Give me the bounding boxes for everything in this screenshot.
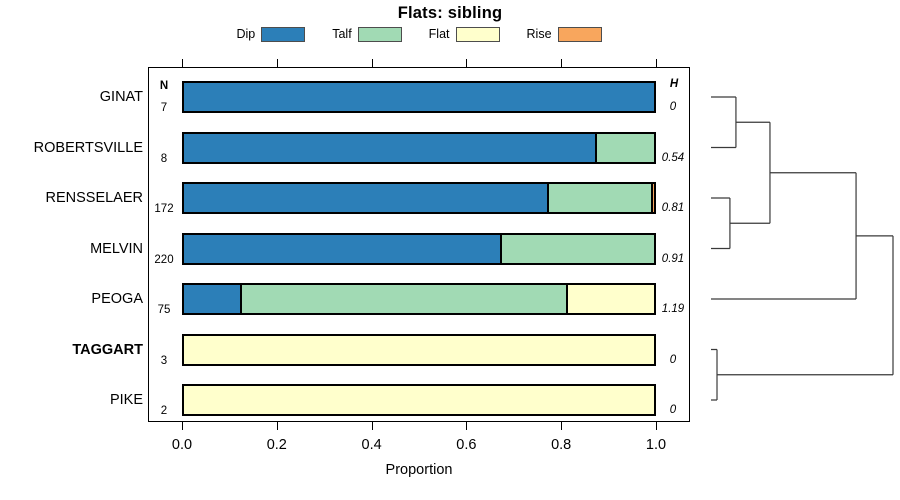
bar-segment-rise: [651, 184, 654, 212]
h-column-header: H: [669, 78, 679, 90]
row-label-peoga: PEOGA: [91, 291, 143, 307]
h-value: 0.54: [661, 151, 685, 164]
bar-segment-flat: [184, 386, 654, 414]
x-tick: [371, 422, 373, 430]
bar-peoga: [182, 283, 656, 315]
legend-item-rise: Rise: [526, 26, 602, 42]
legend-item-flat: Flat: [428, 26, 500, 42]
legend-swatch-rise: [557, 26, 602, 42]
bar-segment-dip: [184, 83, 654, 111]
bar-segment-dip: [184, 285, 241, 313]
legend-item-talf: Talf: [332, 26, 402, 42]
legend: Dip Talf Flat Rise: [148, 26, 690, 42]
x-tick: [561, 422, 563, 430]
bar-rensselaer: [182, 182, 656, 214]
n-value: 8: [160, 152, 168, 165]
bar-ginat: [182, 81, 656, 113]
h-value: 0: [669, 101, 677, 113]
n-value: 220: [154, 253, 174, 266]
legend-label: Talf: [332, 27, 352, 41]
h-value: 1.19: [661, 303, 685, 315]
chart-title: Flats: sibling: [397, 4, 503, 22]
x-axis-label: Proportion: [385, 462, 453, 478]
bar-segment-flat: [566, 285, 654, 313]
n-value: 172: [154, 203, 174, 215]
n-value: 3: [160, 354, 168, 367]
bar-segment-talf: [595, 133, 654, 162]
x-tick: [371, 59, 373, 67]
bar-pike: [182, 384, 656, 416]
legend-swatch-talf: [357, 26, 402, 42]
x-tick: [656, 422, 657, 430]
bar-segment-talf: [547, 184, 652, 212]
x-tick: [561, 59, 563, 67]
bar-segment-dip: [184, 184, 548, 212]
legend-swatch-dip: [261, 26, 306, 42]
row-label-robertsville: ROBERTSVILLE: [33, 139, 143, 156]
x-tick: [466, 59, 468, 67]
n-value: 75: [157, 304, 171, 316]
bar-melvin: [182, 232, 656, 265]
x-tick: [182, 422, 183, 430]
n-column-header: N: [159, 80, 169, 92]
bar-taggart: [182, 333, 656, 366]
x-tick: [466, 422, 468, 430]
h-value: 0: [669, 404, 677, 416]
bar-segment-flat: [184, 335, 654, 364]
h-value: 0: [669, 353, 677, 366]
x-tick-label: 0.6: [456, 437, 477, 453]
plot-frame: [148, 67, 690, 422]
legend-label: Flat: [428, 27, 450, 41]
row-label-ginat: GINAT: [99, 89, 143, 105]
row-label-pike: PIKE: [109, 392, 143, 408]
x-tick-label: 0.2: [266, 437, 287, 453]
row-label-melvin: MELVIN: [90, 240, 143, 257]
legend-item-dip: Dip: [236, 26, 306, 42]
n-value: 2: [160, 405, 168, 417]
legend-label: Dip: [236, 27, 256, 41]
row-label-taggart: TAGGART: [72, 341, 143, 358]
row-label-rensselaer: RENSSELAER: [45, 190, 143, 206]
bar-segment-talf: [500, 234, 654, 263]
dendrogram: [711, 96, 894, 401]
bar-segment-dip: [184, 234, 501, 263]
dendrogram-lines: [711, 96, 894, 401]
x-tick: [656, 59, 657, 67]
x-tick-label: 1.0: [645, 437, 667, 453]
x-tick: [182, 59, 183, 67]
x-tick-label: 0.4: [361, 437, 382, 453]
legend-label: Rise: [526, 27, 552, 41]
h-value: 0.81: [661, 202, 685, 214]
x-tick: [276, 422, 278, 430]
n-value: 7: [160, 102, 168, 114]
bar-segment-dip: [184, 133, 596, 162]
h-value: 0.91: [661, 252, 685, 265]
x-tick: [276, 59, 278, 67]
x-tick-label: 0.0: [171, 437, 193, 453]
bar-segment-talf: [240, 285, 567, 313]
bar-robertsville: [182, 131, 656, 164]
legend-swatch-flat: [455, 26, 500, 42]
x-tick-label: 0.8: [551, 437, 572, 453]
